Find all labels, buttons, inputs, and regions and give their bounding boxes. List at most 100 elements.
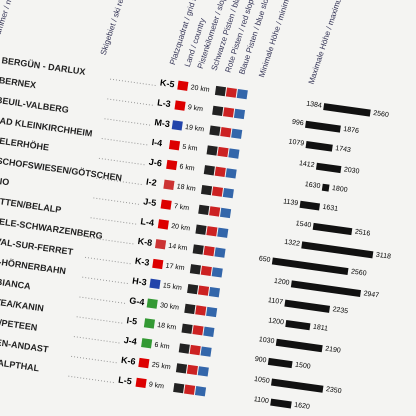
leader bbox=[68, 375, 116, 384]
slope-box bbox=[208, 287, 221, 298]
resort-name: BERGÜN - DARLUX bbox=[1, 55, 86, 77]
slope-box bbox=[206, 226, 218, 237]
min-height: 1384 bbox=[306, 101, 323, 110]
height-bar bbox=[267, 357, 293, 369]
height-bar bbox=[321, 183, 330, 192]
slope-box bbox=[211, 186, 224, 197]
height-bar bbox=[284, 299, 331, 313]
height-bar bbox=[299, 200, 321, 211]
slope-box bbox=[225, 168, 237, 179]
min-height: 1322 bbox=[284, 239, 301, 248]
grid-square: M-3 bbox=[154, 117, 171, 129]
slope-box bbox=[203, 245, 215, 257]
min-height: 650 bbox=[258, 255, 271, 264]
column-header: Maximale Höhe / maximum height in m bbox=[307, 0, 358, 85]
column-header: Nummer / number bbox=[0, 0, 20, 41]
height-bar bbox=[275, 338, 323, 353]
max-height: 1620 bbox=[294, 402, 311, 411]
resort-name: BRUNNI-ALPTHAL bbox=[0, 352, 40, 373]
max-height: 2560 bbox=[350, 268, 367, 277]
slope-km: 25 km bbox=[151, 362, 171, 372]
column-header: Skigebiet / ski resort bbox=[99, 0, 130, 56]
slope-km: 7 km bbox=[173, 203, 189, 212]
flag bbox=[157, 219, 169, 230]
slope-box bbox=[211, 267, 223, 278]
leader bbox=[90, 217, 139, 225]
slope-box bbox=[214, 85, 227, 97]
slope-box bbox=[219, 207, 232, 219]
flag bbox=[154, 239, 167, 250]
min-height: 1412 bbox=[299, 160, 316, 169]
leader bbox=[101, 138, 150, 146]
leader bbox=[73, 336, 122, 344]
max-height: 2350 bbox=[325, 386, 342, 395]
slope-box bbox=[222, 188, 234, 199]
max-height: 2947 bbox=[363, 290, 380, 299]
slope-box bbox=[184, 384, 196, 395]
grid-square: H-3 bbox=[132, 276, 148, 288]
grid-square: L-3 bbox=[157, 97, 172, 109]
resort-name: BÜHL-HÖRNERBAHN bbox=[0, 253, 67, 276]
slope-km: 19 km bbox=[185, 124, 205, 134]
slope-km: 30 km bbox=[160, 302, 180, 312]
slope-box bbox=[206, 306, 218, 318]
min-height: 1030 bbox=[258, 336, 275, 345]
resort-name: BISCHOFSWIESEN/GÖTSCHEN bbox=[0, 154, 123, 183]
slope-box bbox=[209, 125, 221, 136]
slope-box bbox=[181, 323, 193, 334]
slope-box bbox=[212, 105, 224, 117]
flag bbox=[171, 120, 183, 131]
grid-square: L-5 bbox=[118, 375, 133, 387]
min-height: 900 bbox=[254, 356, 267, 365]
slope-box bbox=[203, 326, 215, 337]
slope-km: 14 km bbox=[168, 243, 188, 253]
height-bar bbox=[271, 257, 349, 276]
slope-box bbox=[209, 206, 221, 217]
leader bbox=[93, 197, 141, 206]
height-bar bbox=[305, 141, 333, 152]
slope-box bbox=[194, 386, 207, 397]
grid-square: K-5 bbox=[159, 78, 175, 90]
max-height: 2190 bbox=[325, 346, 342, 355]
flag bbox=[174, 100, 186, 111]
grid-square: I-4 bbox=[151, 137, 163, 148]
slope-box bbox=[217, 146, 229, 158]
slope-box bbox=[231, 128, 243, 139]
slope-box bbox=[195, 224, 207, 235]
min-height: 1200 bbox=[268, 317, 285, 326]
slope-box bbox=[214, 166, 226, 177]
flag bbox=[163, 179, 175, 190]
leader bbox=[107, 98, 155, 107]
resort-name: BEUIL-VALBERG bbox=[0, 95, 69, 115]
slope-km: 9 km bbox=[148, 381, 164, 390]
slope-box bbox=[220, 127, 232, 138]
slope-km: 5 km bbox=[182, 144, 198, 153]
min-height: 1107 bbox=[268, 297, 284, 306]
resort-name: BRIXEN/PETEEN bbox=[0, 313, 38, 333]
height-bar bbox=[315, 162, 342, 174]
leader bbox=[87, 237, 136, 245]
slope-box bbox=[178, 343, 190, 354]
max-height: 3118 bbox=[375, 252, 391, 261]
max-height: 2030 bbox=[343, 166, 360, 175]
slope-box bbox=[189, 264, 201, 275]
slope-box bbox=[225, 87, 237, 98]
min-height: 1540 bbox=[295, 220, 312, 229]
resort-name: CIMA BIANCA bbox=[0, 273, 32, 291]
grid-square: K-6 bbox=[120, 355, 136, 367]
slope-box bbox=[200, 184, 213, 196]
resort-name: BIVIO bbox=[0, 174, 10, 187]
slope-km: 6 km bbox=[154, 342, 170, 351]
flag bbox=[141, 338, 153, 349]
slope-box bbox=[197, 366, 209, 377]
height-bar bbox=[290, 280, 362, 297]
grid-square: J-5 bbox=[143, 196, 157, 208]
slope-km: 18 km bbox=[176, 183, 196, 193]
slope-box bbox=[236, 88, 248, 100]
slope-box bbox=[187, 283, 199, 295]
min-height: 1200 bbox=[273, 278, 290, 287]
max-height: 1800 bbox=[332, 185, 349, 194]
slope-box bbox=[203, 165, 215, 176]
